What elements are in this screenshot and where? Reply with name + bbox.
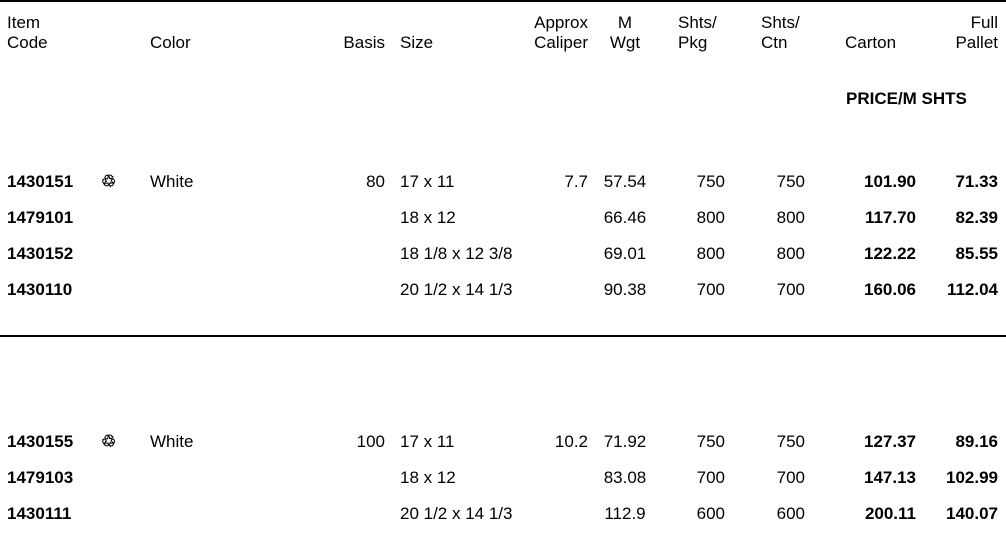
cell-code: 1479103 bbox=[7, 468, 74, 487]
cell-carton: 117.70 bbox=[864, 208, 916, 227]
cell-size: 18 1/8 x 12 3/8 bbox=[400, 244, 513, 263]
header-color: Color bbox=[150, 33, 191, 52]
cell-basis: 100 bbox=[356, 432, 385, 451]
cell-pallet: 102.99 bbox=[946, 468, 998, 487]
cell-ctn: 700 bbox=[776, 280, 805, 299]
cell-mwgt: 112.9 bbox=[604, 504, 646, 523]
cell-carton: 127.37 bbox=[864, 432, 916, 451]
cell-mwgt: 90.38 bbox=[603, 280, 647, 299]
cell-color: White bbox=[150, 432, 194, 451]
cell-pallet: 140.07 bbox=[946, 504, 998, 523]
cell-basis: 80 bbox=[366, 172, 385, 191]
header-item-code-line1: Item bbox=[7, 13, 41, 32]
cell-mwgt: 57.54 bbox=[603, 172, 647, 191]
recycle-icon: ♲ bbox=[101, 432, 117, 451]
header-caliper: Approx Caliper bbox=[500, 13, 588, 53]
cell-size: 17 x 11 bbox=[400, 432, 455, 451]
header-basis: Basis bbox=[343, 33, 385, 52]
cell-pallet: 112.04 bbox=[946, 280, 998, 299]
cell-ctn: 800 bbox=[776, 208, 805, 227]
cell-size: 18 x 12 bbox=[400, 208, 456, 227]
cell-code: 1430152 bbox=[7, 244, 74, 263]
cell-pallet: 71.33 bbox=[955, 172, 998, 191]
header-pallet: Full Pallet bbox=[920, 13, 998, 53]
cell-carton: 200.11 bbox=[864, 504, 916, 523]
cell-pkg: 800 bbox=[696, 208, 725, 227]
cell-size: 17 x 11 bbox=[400, 172, 455, 191]
cell-pkg: 800 bbox=[696, 244, 725, 263]
cell-code: 1430110 bbox=[7, 280, 73, 299]
cell-pkg: 750 bbox=[696, 172, 725, 191]
cell-code: 1430155 bbox=[7, 432, 74, 451]
header-mwgt: M Wgt bbox=[597, 13, 653, 53]
header-mwgt-line1: M bbox=[617, 13, 633, 32]
top-rule bbox=[0, 0, 1006, 2]
cell-size: 18 x 12 bbox=[400, 468, 456, 487]
cell-ctn: 750 bbox=[776, 432, 805, 451]
price-label: PRICE/M SHTS bbox=[846, 89, 967, 108]
header-mwgt-line2: Wgt bbox=[609, 33, 641, 52]
cell-carton: 101.90 bbox=[864, 172, 916, 191]
header-item-code: Item Code bbox=[7, 13, 48, 53]
cell-size: 20 1/2 x 14 1/3 bbox=[400, 280, 513, 299]
header-caliper-line1: Approx bbox=[534, 13, 588, 32]
cell-caliper: 10.2 bbox=[554, 432, 588, 451]
cell-mwgt: 71.92 bbox=[603, 432, 647, 451]
cell-code: 1430111 bbox=[7, 504, 72, 523]
cell-carton: 147.13 bbox=[864, 468, 916, 487]
cell-carton: 122.22 bbox=[864, 244, 916, 263]
cell-pallet: 82.39 bbox=[955, 208, 998, 227]
cell-ctn: 800 bbox=[776, 244, 805, 263]
header-shts-pkg: Shts/ Pkg bbox=[678, 13, 717, 53]
cell-size: 20 1/2 x 14 1/3 bbox=[400, 504, 513, 523]
header-shts-ctn-line1: Shts/ bbox=[761, 13, 800, 32]
header-size: Size bbox=[400, 33, 434, 52]
header-shts-ctn: Shts/ Ctn bbox=[761, 13, 800, 53]
cell-mwgt: 66.46 bbox=[603, 208, 647, 227]
cell-code: 1430151 bbox=[7, 172, 74, 191]
cell-carton: 160.06 bbox=[864, 280, 916, 299]
header-carton: Carton bbox=[845, 33, 897, 52]
cell-pkg: 750 bbox=[696, 432, 725, 451]
cell-pkg: 600 bbox=[696, 504, 725, 523]
header-item-code-line2: Code bbox=[7, 33, 48, 52]
cell-ctn: 700 bbox=[776, 468, 805, 487]
header-shts-ctn-line2: Ctn bbox=[761, 33, 788, 52]
header-caliper-line2: Caliper bbox=[534, 33, 588, 52]
header-pallet-line1: Full bbox=[970, 13, 998, 32]
cell-caliper: 7.7 bbox=[564, 172, 588, 191]
cell-ctn: 750 bbox=[776, 172, 805, 191]
cell-color: White bbox=[150, 172, 194, 191]
recycle-icon: ♲ bbox=[101, 172, 117, 191]
cell-pkg: 700 bbox=[696, 280, 725, 299]
cell-mwgt: 69.01 bbox=[603, 244, 647, 263]
header-shts-pkg-line2: Pkg bbox=[678, 33, 708, 52]
cell-pallet: 89.16 bbox=[955, 432, 998, 451]
header-pallet-line2: Pallet bbox=[955, 33, 998, 52]
cell-mwgt: 83.08 bbox=[603, 468, 647, 487]
header-shts-pkg-line1: Shts/ bbox=[678, 13, 717, 32]
cell-pallet: 85.55 bbox=[955, 244, 998, 263]
cell-code: 1479101 bbox=[7, 208, 74, 227]
cell-pkg: 700 bbox=[696, 468, 725, 487]
section-rule bbox=[0, 335, 1006, 337]
cell-ctn: 600 bbox=[776, 504, 805, 523]
